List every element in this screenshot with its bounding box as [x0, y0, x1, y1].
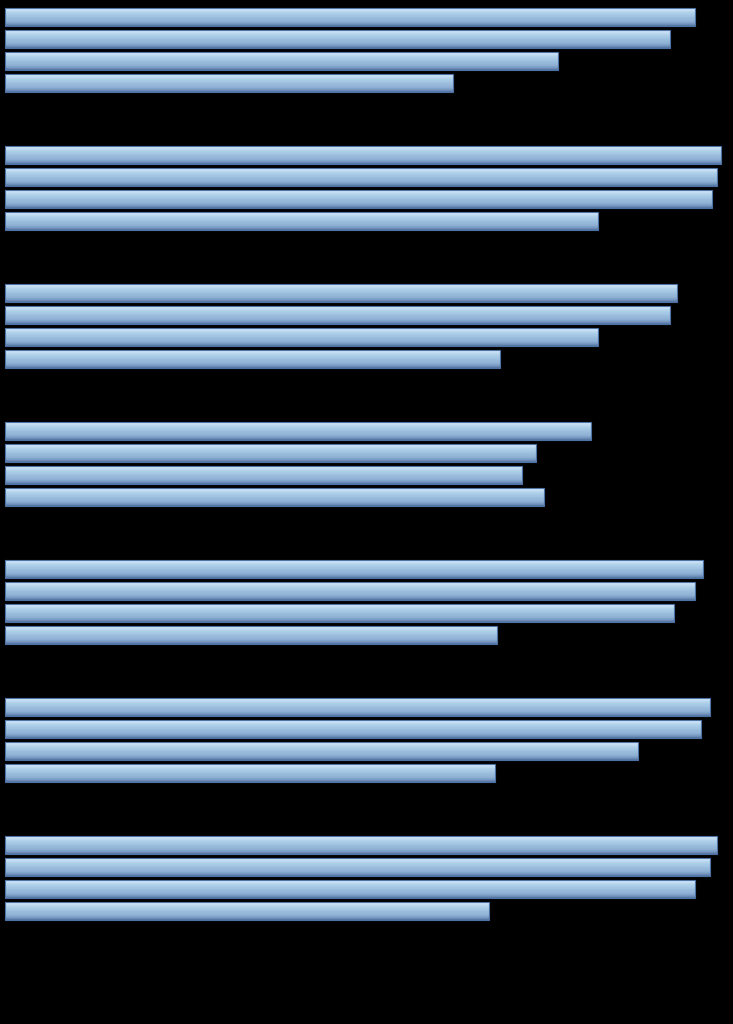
- Bar: [5, 858, 710, 876]
- Bar: [5, 560, 703, 578]
- Bar: [5, 146, 721, 164]
- Bar: [5, 582, 696, 600]
- Bar: [5, 422, 591, 440]
- Bar: [5, 444, 537, 462]
- Bar: [5, 212, 598, 230]
- Bar: [5, 52, 558, 70]
- Bar: [5, 190, 712, 208]
- Bar: [5, 836, 717, 854]
- Bar: [5, 466, 522, 484]
- Bar: [5, 306, 670, 324]
- Bar: [5, 902, 490, 920]
- Bar: [5, 284, 677, 302]
- Bar: [5, 742, 638, 760]
- Bar: [5, 698, 710, 716]
- Bar: [5, 328, 598, 346]
- Bar: [5, 350, 500, 368]
- Bar: [5, 880, 696, 898]
- Bar: [5, 30, 670, 48]
- Bar: [5, 764, 496, 782]
- Bar: [5, 720, 701, 738]
- Bar: [5, 626, 497, 644]
- Bar: [5, 74, 453, 92]
- Bar: [5, 604, 674, 622]
- Bar: [5, 8, 696, 26]
- Bar: [5, 168, 717, 186]
- Bar: [5, 488, 544, 506]
